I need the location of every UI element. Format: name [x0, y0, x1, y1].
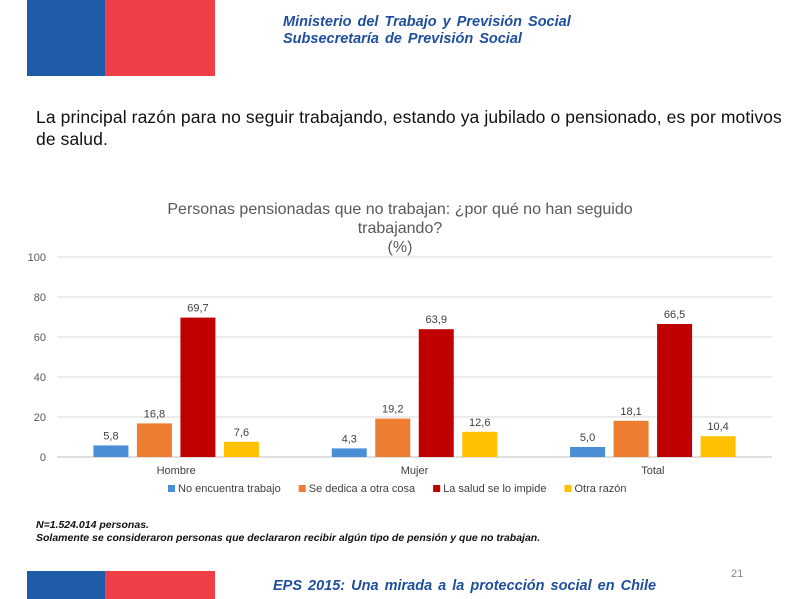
bar: [375, 418, 411, 457]
y-tick-label: 100: [28, 252, 46, 264]
note-sample-size: N=1.524.014 personas.: [36, 519, 149, 531]
chart-notes: N=1.524.014 personas. Solamente se consi…: [36, 519, 540, 545]
y-tick-label: 60: [34, 332, 46, 344]
data-label: 10,4: [707, 421, 728, 433]
flag-red-block-bottom: [105, 571, 215, 599]
data-label: 66,5: [664, 309, 685, 321]
legend-swatch: [298, 485, 306, 492]
slide-headline: La principal razón para no seguir trabaj…: [36, 107, 782, 149]
ministry-line-2: Subsecretaría de Previsión Social: [283, 31, 522, 47]
data-label: 19,2: [382, 404, 403, 416]
chart-title: Personas pensionadas que no trabajan: ¿p…: [120, 200, 680, 257]
y-tick-label: 40: [34, 372, 46, 384]
data-label: 16,8: [144, 408, 165, 420]
data-label: 7,6: [234, 427, 249, 439]
legend-label: No encuentra trabajo: [178, 483, 281, 495]
page-number: 21: [731, 568, 744, 580]
legend-swatch: [433, 485, 441, 492]
bar: [418, 329, 454, 457]
chart-title-line-3: (%): [387, 239, 413, 256]
x-category-label: Total: [641, 465, 664, 477]
flag-blue-block-top: [27, 0, 105, 76]
data-label: 4,3: [342, 433, 357, 445]
legend-label: Otra razón: [574, 483, 626, 495]
chart-title-line-1: Personas pensionadas que no trabajan: ¿p…: [167, 201, 633, 218]
bar: [462, 431, 498, 457]
ministry-line-1: Ministerio del Trabajo y Previsión Socia…: [283, 14, 571, 30]
bar-chart: 0 20 40 60 80 100 5,8 16,8 69,7 7,6 Hombre 4,3 19,2 6…: [28, 252, 772, 495]
y-tick-label: 20: [34, 412, 46, 424]
ministry-header: Ministerio del Trabajo y Previsión Socia…: [283, 14, 571, 48]
data-label: 5,8: [103, 430, 118, 442]
flag-blue-block-bottom: [27, 571, 105, 599]
y-tick-label: 0: [40, 452, 46, 464]
bar: [180, 317, 216, 457]
legend-swatch: [564, 485, 572, 492]
bar: [93, 445, 129, 457]
bar: [700, 436, 736, 457]
data-label: 12,6: [469, 417, 490, 429]
legend-label: La salud se lo impide: [443, 483, 546, 495]
chart-title-line-2: trabajando?: [357, 220, 443, 237]
legend-swatch: [168, 485, 175, 492]
footer-title: EPS 2015: Una mirada a la protección soc…: [273, 578, 657, 594]
bar: [136, 423, 172, 457]
legend-label: Se dedica a otra cosa: [309, 483, 416, 495]
bar: [223, 441, 259, 457]
data-label: 69,7: [187, 303, 208, 315]
data-label: 5,0: [580, 432, 595, 444]
data-label: 63,9: [426, 314, 447, 326]
bar: [613, 420, 649, 457]
flag-red-block-top: [105, 0, 215, 76]
data-label: 18,1: [620, 406, 641, 418]
y-tick-label: 80: [34, 292, 46, 304]
bar: [657, 324, 693, 457]
x-category-label: Hombre: [157, 465, 196, 477]
x-category-label: Mujer: [401, 465, 429, 477]
bar: [570, 447, 606, 457]
note-scope: Solamente se consideraron personas que d…: [36, 532, 541, 544]
bar: [331, 448, 367, 457]
